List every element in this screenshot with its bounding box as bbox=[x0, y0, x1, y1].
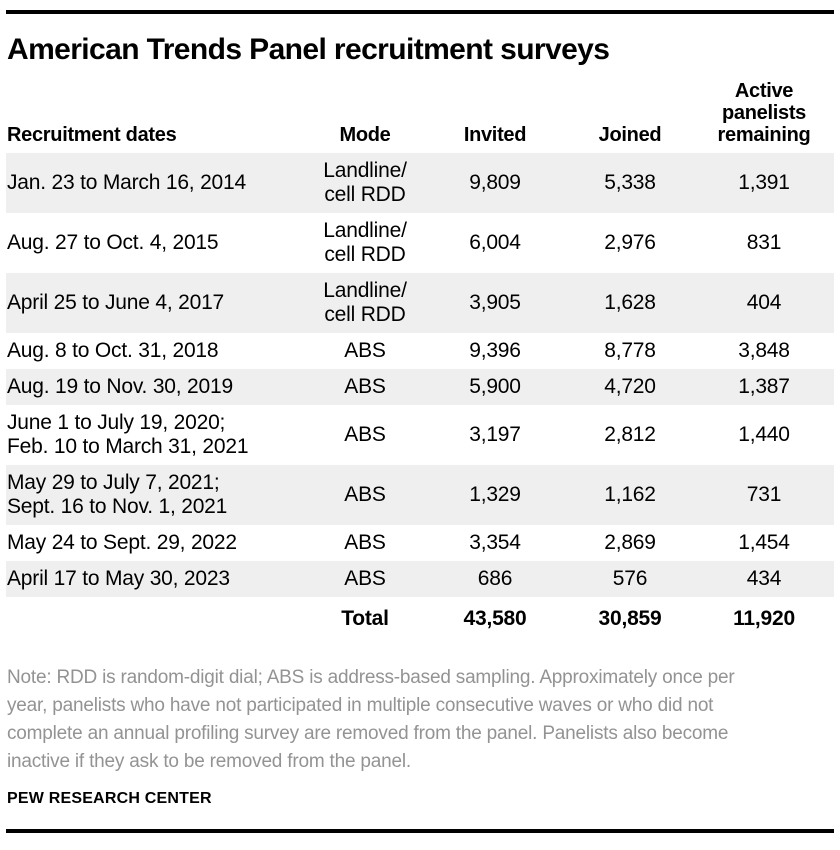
header-recruitment-dates: Recruitment dates bbox=[7, 124, 177, 146]
cell-active: 434 bbox=[746, 567, 782, 590]
table-row-2015: Aug. 27 to Oct. 4, 2015 Landline/ cell R… bbox=[6, 213, 834, 273]
cell-invited: 3,197 bbox=[469, 423, 521, 446]
cell-mode: ABS bbox=[344, 483, 386, 506]
header-active-panelists-remaining: Active panelists remaining bbox=[717, 80, 811, 146]
cell-dates: May 24 to Sept. 29, 2022 bbox=[7, 531, 237, 554]
total-empty-cell bbox=[6, 597, 306, 642]
cell-mode: ABS bbox=[344, 375, 386, 398]
cell-mode: ABS bbox=[344, 423, 386, 446]
cell-invited: 3,354 bbox=[469, 531, 521, 554]
table-row-2023: April 17 to May 30, 2023 ABS 686 576 434 bbox=[6, 561, 834, 597]
cell-active: 1,440 bbox=[738, 423, 790, 446]
total-invited: 43,580 bbox=[424, 597, 566, 642]
cell-dates: June 1 to July 19, 2020; Feb. 10 to Marc… bbox=[7, 411, 249, 458]
cell-joined: 2,976 bbox=[604, 231, 656, 254]
cell-joined: 1,628 bbox=[604, 291, 656, 314]
cell-mode: Landline/ cell RDD bbox=[323, 159, 407, 206]
cell-active: 731 bbox=[746, 483, 782, 506]
total-joined: 30,859 bbox=[566, 597, 694, 642]
table-row-2020-2021: June 1 to July 19, 2020; Feb. 10 to Marc… bbox=[6, 405, 834, 465]
bottom-rule bbox=[6, 829, 834, 833]
cell-joined: 8,778 bbox=[604, 339, 656, 362]
total-label: Total bbox=[306, 597, 424, 642]
table-row-2018: Aug. 8 to Oct. 31, 2018 ABS 9,396 8,778 … bbox=[6, 333, 834, 369]
cell-active: 404 bbox=[746, 291, 782, 314]
cell-invited: 9,809 bbox=[469, 171, 521, 194]
table-row-2017: April 25 to June 4, 2017 Landline/ cell … bbox=[6, 273, 834, 333]
cell-invited: 9,396 bbox=[469, 339, 521, 362]
cell-mode: Landline/ cell RDD bbox=[323, 219, 407, 266]
cell-active: 831 bbox=[746, 231, 782, 254]
table-row-2019: Aug. 19 to Nov. 30, 2019 ABS 5,900 4,720… bbox=[6, 369, 834, 405]
cell-dates: May 29 to July 7, 2021; Sept. 16 to Nov.… bbox=[7, 471, 228, 518]
cell-dates: Aug. 19 to Nov. 30, 2019 bbox=[7, 375, 233, 398]
cell-mode: ABS bbox=[344, 339, 386, 362]
cell-mode: Landline/ cell RDD bbox=[323, 279, 407, 326]
table-row-2022: May 24 to Sept. 29, 2022 ABS 3,354 2,869… bbox=[6, 525, 834, 561]
cell-invited: 686 bbox=[477, 567, 513, 590]
cell-active: 3,848 bbox=[738, 339, 790, 362]
cell-dates: Jan. 23 to March 16, 2014 bbox=[7, 171, 246, 194]
header-mode: Mode bbox=[339, 124, 391, 146]
pew-research-center-label: PEW RESEARCH CENTER bbox=[7, 790, 212, 807]
cell-active: 1,454 bbox=[738, 531, 790, 554]
cell-dates: Aug. 8 to Oct. 31, 2018 bbox=[7, 339, 219, 362]
cell-mode: ABS bbox=[344, 567, 386, 590]
cell-joined: 4,720 bbox=[604, 375, 656, 398]
cell-active: 1,391 bbox=[738, 171, 790, 194]
cell-mode: ABS bbox=[344, 531, 386, 554]
cell-dates: April 25 to June 4, 2017 bbox=[7, 291, 225, 314]
cell-dates: Aug. 27 to Oct. 4, 2015 bbox=[7, 231, 219, 254]
page-title: American Trends Panel recruitment survey… bbox=[7, 33, 610, 66]
cell-joined: 576 bbox=[612, 567, 648, 590]
cell-invited: 6,004 bbox=[469, 231, 521, 254]
cell-invited: 5,900 bbox=[469, 375, 521, 398]
note-text: Note: RDD is random-digit dial; ABS is a… bbox=[7, 667, 735, 772]
cell-active: 1,387 bbox=[738, 375, 790, 398]
cell-invited: 3,905 bbox=[469, 291, 521, 314]
cell-dates: April 17 to May 30, 2023 bbox=[7, 567, 230, 590]
header-joined: Joined bbox=[598, 124, 662, 146]
cell-joined: 1,162 bbox=[604, 483, 656, 506]
table-header-row: Recruitment dates Mode Invited Joined Ac… bbox=[6, 80, 834, 153]
cell-invited: 1,329 bbox=[469, 483, 521, 506]
total-row: Total 43,580 30,859 11,920 bbox=[6, 597, 834, 642]
total-active: 11,920 bbox=[694, 597, 834, 642]
header-invited: Invited bbox=[463, 124, 527, 146]
cell-joined: 2,812 bbox=[604, 423, 656, 446]
top-rule bbox=[6, 10, 834, 14]
table-row-2014: Jan. 23 to March 16, 2014 Landline/ cell… bbox=[6, 153, 834, 213]
cell-joined: 2,869 bbox=[604, 531, 656, 554]
recruitment-table: Recruitment dates Mode Invited Joined Ac… bbox=[6, 80, 834, 642]
table-row-2021: May 29 to July 7, 2021; Sept. 16 to Nov.… bbox=[6, 465, 834, 525]
cell-joined: 5,338 bbox=[604, 171, 656, 194]
